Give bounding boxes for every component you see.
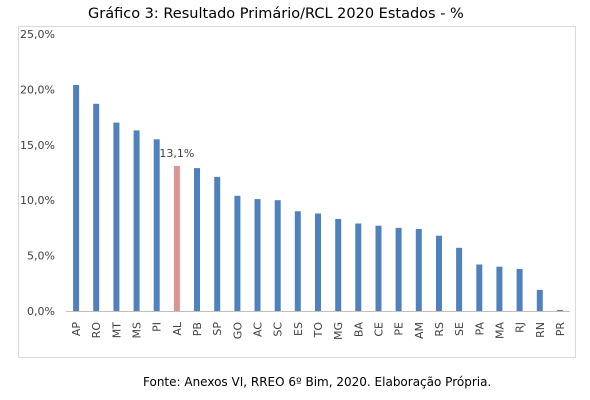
x-tick-label: MA — [493, 322, 506, 339]
bar-al — [173, 165, 180, 311]
y-tick-label: 20,0% — [20, 83, 55, 96]
bar-es — [294, 211, 301, 311]
x-tick-label: PR — [554, 322, 567, 337]
y-axis-ticks: 0,0% 5,0% 10,0% 15,0% 20,0% 25,0% — [20, 28, 55, 318]
bar-ce — [375, 225, 382, 311]
bar-pr — [556, 309, 563, 311]
bar-pa — [476, 264, 483, 311]
x-tick-label: RJ — [514, 322, 527, 333]
y-tick-label: 10,0% — [20, 194, 55, 207]
source-note: Fonte: Anexos VI, RREO 6º Bim, 2020. Ela… — [143, 375, 492, 389]
bar-rj — [516, 268, 523, 311]
x-tick-label: BA — [352, 322, 365, 338]
bar-ba — [355, 223, 362, 311]
bar-sp — [214, 176, 221, 311]
x-tick-label: AP — [70, 322, 83, 337]
x-axis-labels: AP RO MT MS PI AL PB SP GO AC SC ES TO MG BA CE PE AM RS SE… — [70, 321, 567, 340]
data-label-al: 13,1% — [159, 147, 194, 160]
x-tick-label: RO — [90, 322, 103, 339]
bar-mt — [113, 122, 120, 311]
x-tick-label: AL — [171, 321, 184, 336]
x-tick-label: AC — [252, 322, 265, 337]
x-tick-label: AM — [413, 322, 426, 339]
x-tick-label: TO — [312, 322, 325, 339]
bar-ms — [133, 130, 140, 311]
bar-sc — [274, 200, 281, 311]
y-tick-label: 25,0% — [20, 28, 55, 41]
bar-go — [234, 195, 241, 311]
x-tick-label: SE — [453, 322, 466, 336]
x-tick-label: SC — [272, 322, 285, 337]
bar-pi — [153, 139, 160, 311]
y-tick-label: 5,0% — [27, 250, 55, 263]
x-tick-label: RS — [433, 322, 446, 337]
bar-to — [315, 213, 321, 311]
y-tick-label: 15,0% — [20, 139, 55, 152]
bar-rs — [436, 235, 442, 311]
chart-frame — [18, 26, 576, 358]
x-tick-label: PB — [191, 322, 204, 336]
x-tick-label: ES — [292, 322, 305, 336]
bar-mg — [335, 219, 342, 311]
bar-pb — [194, 168, 200, 311]
bars — [73, 85, 563, 311]
bar-rn — [536, 289, 543, 311]
x-tick-label: MG — [332, 322, 345, 340]
chart-title: Gráfico 3: Resultado Primário/RCL 2020 E… — [88, 6, 464, 22]
bar-ap — [73, 85, 80, 311]
x-tick-label: SP — [211, 322, 224, 336]
bar-se — [456, 247, 463, 311]
bar-ma — [496, 266, 503, 311]
bar-am — [415, 229, 422, 311]
x-tick-label: MS — [131, 322, 144, 338]
x-tick-label: PA — [473, 322, 486, 336]
bar-ac — [254, 199, 261, 311]
x-tick-label: PI — [151, 322, 164, 332]
bar-pe — [395, 227, 402, 311]
x-tick-label: MT — [110, 322, 123, 338]
x-tick-label: GO — [231, 322, 244, 340]
x-tick-label: RN — [534, 322, 547, 338]
y-tick-label: 0,0% — [27, 305, 55, 318]
x-tick-label: PE — [393, 322, 406, 336]
x-tick-label: CE — [372, 322, 385, 337]
data-labels: 13,1% — [159, 147, 194, 160]
bar-ro — [93, 103, 100, 311]
